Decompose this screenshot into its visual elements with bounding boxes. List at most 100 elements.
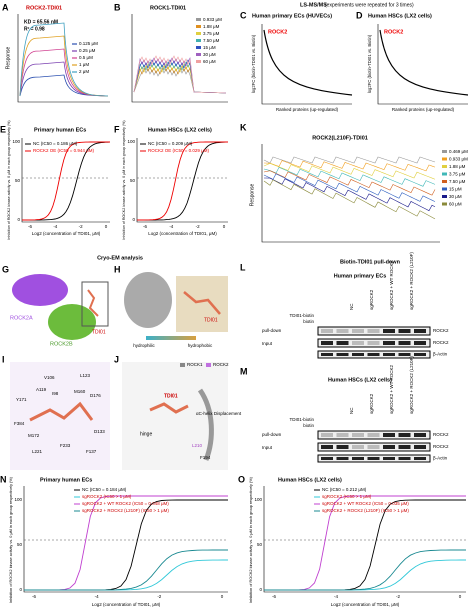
curve — [263, 177, 436, 212]
label: Input — [262, 341, 273, 346]
label: Human HSCs (LX2 cells) — [148, 127, 212, 133]
label: F233 — [60, 443, 71, 448]
panel-letter: G — [2, 264, 9, 274]
curve — [19, 61, 109, 97]
curve — [263, 170, 436, 196]
blot-band — [352, 445, 364, 449]
label: ROCK2 OE (IC50 = 0.944 μM) — [33, 148, 94, 153]
label: 0 — [19, 587, 22, 592]
label: 0.5 μM — [79, 55, 93, 60]
label: ROCK2 — [268, 29, 287, 35]
curve — [263, 160, 436, 172]
label: sgROCK2 + ROCK2 (L210F) (IC50 > 1 μM) — [82, 508, 169, 513]
blot-band — [398, 341, 411, 345]
label: R² = 0.98 — [24, 26, 45, 32]
label: NC — [349, 303, 354, 310]
curve — [263, 173, 436, 202]
label: 0 — [223, 224, 226, 229]
label: NC (IC50 = 0.209 μM) — [148, 141, 193, 146]
panel-letter: N — [0, 474, 7, 484]
label: Ranked proteins (up-regulated) — [392, 107, 455, 112]
label: β-Actin — [433, 456, 448, 461]
label: -4 — [334, 594, 338, 599]
label: 0.25 μM — [79, 48, 96, 53]
legend-swatch — [442, 157, 447, 161]
blot-band — [383, 353, 395, 356]
blot-band — [367, 457, 380, 460]
legend-swatch — [196, 53, 201, 56]
label: sgROCK2 + WT ROCK2 — [389, 260, 394, 310]
label: hinge — [140, 431, 152, 437]
label: Ranked proteins (up-regulated) — [276, 107, 339, 112]
label: log2FC (biotin-TDI01 vs. Biotin) — [367, 34, 372, 93]
label: Human primary ECs — [334, 273, 387, 279]
ligand — [149, 402, 189, 414]
label: Human HSCs (LX2 cells) — [368, 13, 432, 19]
curve — [133, 65, 227, 94]
curve — [19, 74, 109, 97]
label: sgROCK2 + ROCK2 (L210F) — [409, 356, 414, 414]
legend-swatch — [196, 46, 201, 49]
panel-letter: M — [240, 366, 248, 376]
curve — [263, 163, 436, 180]
blot-band — [414, 433, 426, 437]
curve — [19, 22, 109, 97]
label: Human HSCs (LX2 cells) — [278, 477, 342, 483]
curve — [263, 29, 353, 96]
blot-band — [352, 353, 364, 356]
blot-band — [336, 341, 349, 345]
blot-band — [321, 433, 333, 437]
label: sgROCK2 (IC50 > 1 μM) — [82, 494, 132, 499]
blot-band — [398, 353, 411, 356]
blot-band — [398, 457, 411, 460]
label: ROCK2-TDI01 — [26, 5, 62, 11]
label: 3.75 μM — [203, 31, 220, 36]
label: A119 — [36, 387, 47, 392]
label: Inhibition of ROCK2 kinase activity vs. … — [9, 476, 13, 603]
label: -4 — [169, 224, 173, 229]
label: L221 — [32, 449, 43, 454]
label: F137 — [86, 449, 97, 454]
density-map — [12, 274, 68, 306]
legend-swatch — [442, 165, 447, 168]
blot-band — [321, 353, 333, 356]
panel-letter: D — [356, 10, 363, 20]
label: Inhibition of ROCK2 kinase activity vs. … — [249, 476, 253, 603]
label: 100 — [254, 497, 262, 502]
ligand — [183, 291, 221, 315]
label: 100 — [14, 497, 22, 502]
section-title: LS-MS/MS — [300, 2, 327, 8]
label: ROCK2 — [433, 432, 449, 437]
curve — [133, 56, 227, 94]
blot-band — [414, 353, 426, 356]
label: Primary human ECs — [40, 477, 92, 483]
label: TDI01 — [204, 317, 218, 323]
axes — [263, 486, 466, 593]
density-map — [48, 304, 96, 340]
section-subtitle: (experiments were repeated for 3 times) — [325, 2, 414, 8]
blot-band — [414, 445, 426, 449]
label: sgROCK2 + WT ROCK2 (IC50 = 0.035 μM) — [322, 501, 409, 506]
axes — [21, 138, 110, 223]
label: NC (IC50 = 0.212 μM) — [322, 487, 367, 492]
label: -6 — [32, 594, 36, 599]
label: 1 μM — [79, 62, 89, 67]
label: 50 — [257, 542, 263, 547]
label: 15 μM — [203, 45, 216, 50]
label: Response — [5, 47, 11, 70]
label: 1.88 μM — [449, 164, 466, 169]
curve — [24, 549, 228, 591]
curve — [19, 48, 109, 97]
label: Log2 (concentration of TDI01, μM) — [92, 602, 161, 607]
blot-band — [383, 341, 395, 345]
panel-letter: K — [240, 122, 247, 132]
legend-swatch — [442, 172, 447, 176]
legend-swatch — [442, 150, 447, 153]
zoom-box — [81, 281, 109, 327]
axes — [261, 24, 352, 105]
label: sgROCK2 + WT ROCK2 (IC50 = 0.048 μM) — [82, 501, 169, 506]
label: 30 μM — [449, 194, 462, 199]
curve — [263, 166, 436, 187]
panel-letter: B — [114, 2, 121, 12]
label: L123 — [80, 373, 91, 378]
